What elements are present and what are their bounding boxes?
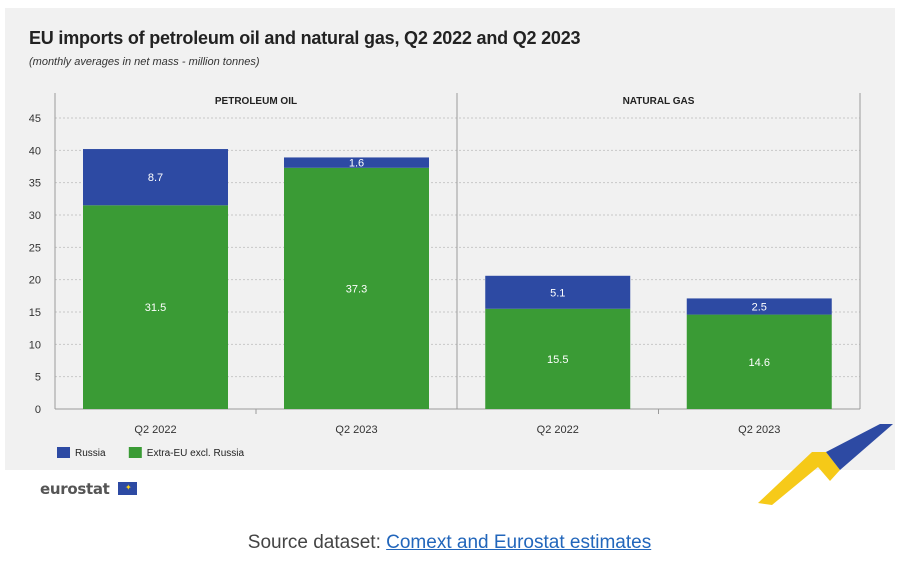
data-label-extra-eu: 31.5	[145, 302, 166, 314]
bar-extra-eu	[485, 308, 631, 409]
x-tick-label: Q2 2022	[537, 424, 579, 436]
eurostat-chevron-icon	[758, 424, 893, 505]
y-tick-label: 30	[29, 210, 41, 222]
y-tick-label: 45	[29, 113, 41, 125]
eu-flag-icon: ✦	[118, 482, 137, 495]
eurostat-logo: eurostat	[40, 480, 110, 498]
y-tick-label: 0	[35, 404, 41, 416]
y-tick-label: 25	[29, 242, 41, 254]
bar-extra-eu	[83, 205, 228, 409]
x-tick-label: Q2 2023	[738, 424, 780, 436]
chart-title: EU imports of petroleum oil and natural …	[29, 28, 581, 48]
y-tick-label: 10	[29, 339, 41, 351]
bar-extra-eu	[686, 314, 832, 409]
legend-swatch	[128, 447, 142, 458]
y-tick-label: 20	[29, 275, 41, 287]
data-label-russia: 8.7	[148, 172, 163, 184]
bar-russia	[83, 149, 228, 206]
y-tick-label: 15	[29, 307, 41, 319]
bar-russia	[485, 275, 631, 309]
bar-extra-eu	[284, 167, 429, 409]
panel-title: NATURAL GAS	[623, 96, 695, 107]
legend-swatch	[57, 447, 70, 458]
data-label-russia: 5.1	[550, 287, 565, 299]
y-tick-label: 40	[29, 145, 41, 157]
data-label-russia: 2.5	[752, 302, 767, 314]
y-tick-label: 5	[35, 372, 41, 384]
y-tick-label: 35	[29, 178, 41, 190]
x-tick-label: Q2 2023	[335, 424, 377, 436]
legend-label: Extra-EU excl. Russia	[147, 448, 245, 459]
panel-title: PETROLEUM OIL	[215, 96, 297, 107]
data-label-russia: 1.6	[349, 158, 364, 170]
source-dataset-link[interactable]: Comext and Eurostat estimates	[386, 532, 652, 553]
data-label-extra-eu: 37.3	[346, 283, 367, 295]
x-tick-label: Q2 2022	[134, 424, 176, 436]
data-label-extra-eu: 14.6	[749, 357, 770, 369]
source-prefix: Source dataset:	[247, 532, 387, 553]
chart-subtitle: (monthly averages in net mass - million …	[29, 56, 260, 68]
bar-russia	[686, 298, 832, 315]
bar-russia	[284, 157, 429, 168]
legend-label: Russia	[75, 448, 106, 459]
source-line: Source dataset: Comext and Eurostat esti…	[0, 532, 899, 554]
data-label-extra-eu: 15.5	[547, 354, 568, 366]
